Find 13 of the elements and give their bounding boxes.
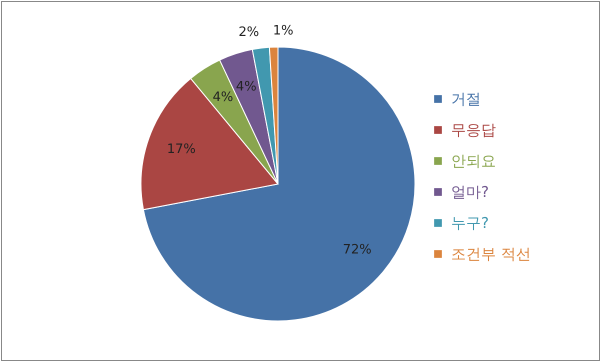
legend-label: 누구?: [451, 214, 489, 232]
data-label: 1%: [272, 24, 294, 39]
legend-label: 얼마?: [451, 183, 489, 201]
legend-label: 거절: [451, 90, 481, 108]
legend-label: 안되요: [451, 152, 496, 170]
data-label: 2%: [238, 24, 260, 40]
legend-label: 조건부 적선: [451, 245, 531, 263]
data-label: 4%: [212, 90, 234, 106]
data-label: 72%: [342, 242, 372, 258]
pie-slice: [142, 46, 416, 322]
data-label: 17%: [166, 142, 196, 158]
data-label: 4%: [236, 79, 257, 94]
legend-label: 무응답: [451, 121, 496, 139]
